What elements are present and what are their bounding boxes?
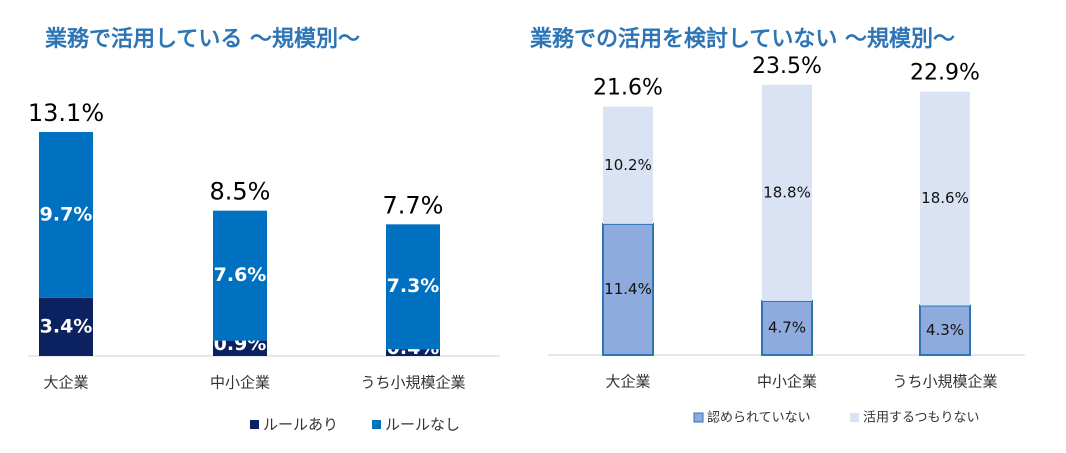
segment-label: 11.4% [604,280,652,298]
bar-segment [920,91,970,306]
segment-label: 18.8% [763,183,811,201]
bar-segment [762,84,812,301]
legend-label: ルールあり [263,416,338,434]
segment-label: 3.4% [40,315,93,337]
segment-label: 7.3% [387,275,440,297]
x-tick-label: 大企業 [43,374,88,392]
segment-label: 4.3% [926,321,964,339]
x-tick-label: うち小規模企業 [892,373,997,391]
total-label: 23.5% [752,54,822,79]
legend-swatch [850,413,859,422]
x-tick-label: うち小規模企業 [360,374,465,392]
legend-label: ルールなし [385,416,460,434]
x-tick-label: 中小企業 [210,374,270,392]
legend-label: 認められていない [707,410,811,426]
bar-segment [386,224,440,350]
legend-swatch [250,420,259,429]
segment-label: 9.7% [40,203,93,225]
chart-title: 業務で活用している ～規模別～ [45,26,360,52]
total-label: 7.7% [383,191,444,219]
segment-label: 10.2% [604,156,652,174]
bar-segment [39,131,93,298]
chart-title: 業務での活用を検討していない ～規模別～ [530,26,955,52]
bar-segment [603,106,653,224]
bar-segment [213,340,267,356]
segment-label: 7.6% [214,264,267,286]
legend-swatch [372,420,381,429]
segment-label: 4.7% [768,318,806,336]
bar-segment [213,210,267,341]
total-label: 21.6% [593,76,663,101]
total-label: 13.1% [28,99,104,127]
total-label: 8.5% [210,178,271,206]
x-tick-label: 大企業 [605,373,650,391]
legend-label: 活用するつもりない [863,411,979,426]
legend-swatch [693,412,704,423]
x-tick-label: 中小企業 [757,373,817,391]
total-label: 22.9% [910,61,980,86]
bar-segment [386,349,440,356]
segment-label: 18.6% [921,189,969,207]
bar-segment [39,297,93,356]
